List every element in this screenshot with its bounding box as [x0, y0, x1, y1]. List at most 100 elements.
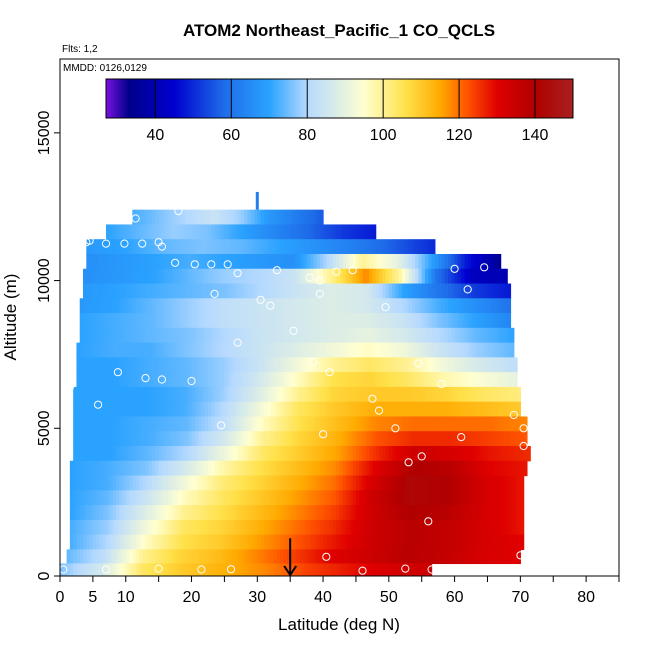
- heatmap-cell: [250, 357, 255, 373]
- heatmap-cell: [418, 446, 423, 462]
- heatmap-cell: [129, 298, 133, 314]
- heatmap-cell: [365, 327, 370, 344]
- heatmap-cell: [388, 253, 393, 270]
- heatmap-cell: [517, 446, 521, 462]
- heatmap-cell: [398, 549, 403, 565]
- heatmap-cell: [467, 460, 472, 477]
- heatmap-cell: [362, 298, 367, 314]
- heatmap-cell: [211, 431, 216, 447]
- heatmap-cell: [454, 446, 459, 462]
- heatmap-cell: [457, 519, 462, 536]
- heatmap-cell: [260, 298, 265, 314]
- heatmap-cell: [250, 460, 255, 477]
- heatmap-cell: [415, 549, 420, 565]
- heatmap-cell: [398, 327, 403, 344]
- heatmap-cell: [424, 342, 429, 358]
- heatmap-cell: [497, 298, 502, 314]
- sample-point: [450, 264, 459, 273]
- heatmap-cell: [375, 563, 380, 576]
- heatmap-cell: [286, 519, 291, 536]
- heatmap-cell: [517, 475, 521, 491]
- heatmap-cell: [388, 313, 393, 329]
- heatmap-cell: [76, 549, 81, 565]
- heatmap-cell: [405, 549, 410, 565]
- heatmap-cell: [83, 268, 87, 285]
- heatmap-cell: [395, 446, 400, 462]
- heatmap-cell: [165, 386, 170, 403]
- heatmap-cell: [138, 401, 143, 418]
- heatmap-cell: [145, 460, 150, 477]
- heatmap-cell: [487, 253, 492, 270]
- heatmap-cell: [346, 534, 350, 551]
- heatmap-cell: [494, 357, 498, 373]
- heatmap-cell: [194, 563, 199, 576]
- heatmap-cell: [490, 475, 495, 491]
- heatmap-cell: [237, 357, 242, 373]
- heatmap-cell: [168, 431, 173, 447]
- heatmap-cell: [191, 268, 196, 285]
- heatmap-cell: [240, 209, 245, 226]
- heatmap-cell: [424, 239, 429, 255]
- heatmap-cell: [523, 446, 528, 462]
- heatmap-cell: [250, 268, 255, 285]
- heatmap-cell: [283, 357, 288, 373]
- heatmap-cell: [224, 253, 229, 270]
- heatmap-cell: [76, 401, 81, 418]
- heatmap-cell: [355, 386, 360, 403]
- heatmap-cell: [336, 372, 341, 388]
- heatmap-cell: [211, 283, 216, 299]
- heatmap-cell: [138, 298, 143, 314]
- heatmap-cell: [290, 519, 295, 536]
- heatmap-cell: [184, 239, 189, 255]
- heatmap-cell: [115, 563, 120, 576]
- heatmap-cell: [178, 372, 183, 388]
- heatmap-cell: [415, 386, 420, 403]
- heatmap-cell: [99, 313, 104, 329]
- heatmap-cell: [418, 386, 423, 403]
- heatmap-cell: [428, 386, 433, 403]
- heatmap-cell: [99, 534, 104, 551]
- heatmap-cell: [227, 446, 232, 462]
- heatmap-cell: [92, 298, 97, 314]
- heatmap-cell: [372, 268, 377, 285]
- heatmap-cell: [270, 446, 275, 462]
- heatmap-cell: [296, 253, 301, 270]
- heatmap-cell: [319, 431, 324, 447]
- heatmap-cell: [313, 475, 318, 491]
- heatmap-cell: [408, 268, 413, 285]
- heatmap-cell: [132, 283, 137, 299]
- heatmap-cell: [250, 342, 255, 358]
- heatmap-cell: [224, 563, 229, 576]
- heatmap-cell: [346, 460, 350, 477]
- heatmap-cell: [257, 239, 262, 255]
- heatmap-cell: [362, 416, 367, 432]
- heatmap-cell: [168, 253, 173, 270]
- heatmap-cell: [129, 490, 133, 506]
- heatmap-cell: [411, 490, 416, 506]
- heatmap-cell: [336, 416, 341, 432]
- heatmap-cell: [296, 505, 301, 521]
- heatmap-cell: [378, 283, 383, 299]
- heatmap-cell: [494, 372, 498, 388]
- heatmap-cell: [365, 475, 370, 491]
- heatmap-cell: [471, 505, 475, 521]
- heatmap-cell: [431, 372, 436, 388]
- heatmap-cell: [92, 386, 97, 403]
- heatmap-cell: [217, 283, 222, 299]
- heatmap-cell: [260, 401, 265, 418]
- heatmap-cell: [405, 460, 410, 477]
- heatmap-cell: [362, 283, 367, 299]
- heatmap-cell: [217, 372, 222, 388]
- heatmap-cell: [520, 460, 525, 477]
- heatmap-cell: [204, 342, 209, 358]
- heatmap-cell: [283, 431, 288, 447]
- heatmap-cell: [152, 416, 156, 432]
- heatmap-cell: [263, 549, 268, 565]
- heatmap-cell: [221, 431, 226, 447]
- heatmap-cell: [175, 239, 179, 255]
- heatmap-cell: [102, 253, 107, 270]
- heatmap-cell: [500, 298, 505, 314]
- heatmap-cell: [313, 534, 318, 551]
- heatmap-cell: [467, 342, 472, 358]
- heatmap-cell: [293, 446, 298, 462]
